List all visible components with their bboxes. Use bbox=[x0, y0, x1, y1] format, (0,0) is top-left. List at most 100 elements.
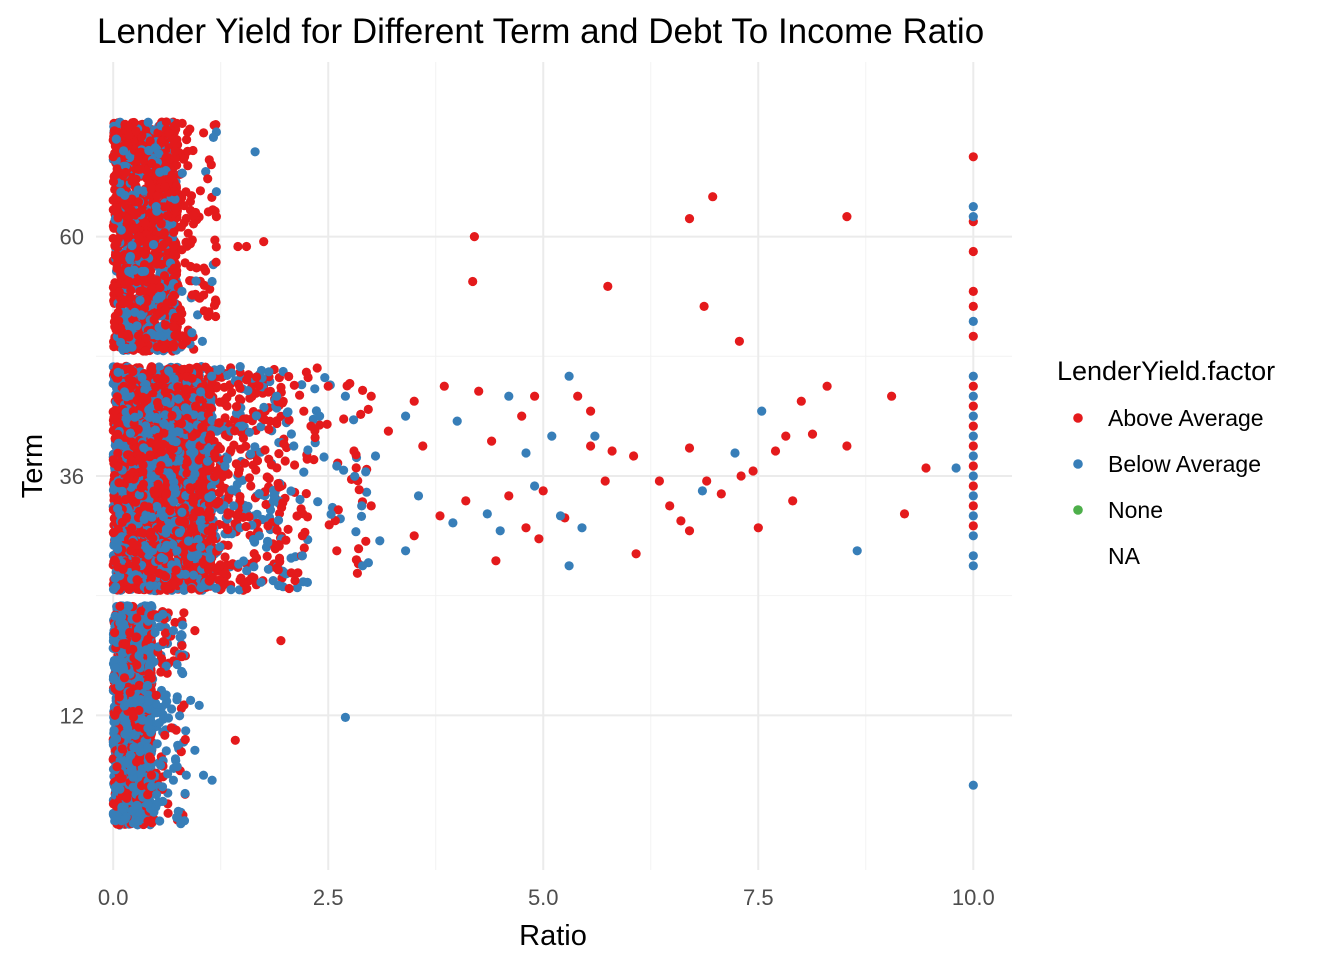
data-point bbox=[401, 412, 410, 421]
data-point bbox=[169, 626, 178, 635]
data-point bbox=[797, 397, 806, 406]
data-point bbox=[534, 534, 543, 543]
data-point bbox=[608, 446, 617, 455]
data-point bbox=[887, 392, 896, 401]
data-point bbox=[371, 451, 380, 460]
data-point bbox=[324, 382, 333, 391]
cluster-term-36-core bbox=[109, 362, 217, 596]
data-point bbox=[332, 546, 341, 555]
data-point bbox=[468, 277, 477, 286]
data-point bbox=[414, 491, 423, 500]
data-point bbox=[229, 501, 238, 510]
data-point bbox=[496, 526, 505, 535]
y-axis-title: Term bbox=[17, 434, 49, 498]
data-point bbox=[969, 781, 978, 790]
data-point bbox=[199, 771, 208, 780]
data-point bbox=[735, 337, 744, 346]
data-point bbox=[251, 147, 260, 156]
data-point bbox=[969, 561, 978, 570]
data-point bbox=[969, 441, 978, 450]
data-point bbox=[698, 486, 707, 495]
data-point bbox=[629, 451, 638, 460]
data-point bbox=[717, 489, 726, 498]
x-tick-label: 10.0 bbox=[952, 885, 995, 910]
data-point bbox=[315, 412, 324, 421]
legend-marker bbox=[1073, 413, 1083, 423]
data-point bbox=[487, 437, 496, 446]
data-point bbox=[238, 422, 247, 431]
data-point bbox=[349, 446, 358, 455]
data-point bbox=[969, 382, 978, 391]
data-point bbox=[823, 382, 832, 391]
data-point bbox=[969, 511, 978, 520]
data-point bbox=[685, 526, 694, 535]
data-point bbox=[272, 392, 281, 401]
data-point bbox=[134, 232, 143, 241]
data-point bbox=[208, 277, 217, 286]
data-point bbox=[255, 531, 264, 540]
data-point bbox=[771, 446, 780, 455]
data-point bbox=[969, 317, 978, 326]
data-point bbox=[375, 536, 384, 545]
data-point bbox=[410, 397, 419, 406]
data-point bbox=[126, 252, 135, 261]
data-point bbox=[208, 776, 217, 785]
data-point bbox=[969, 302, 978, 311]
y-tick-label: 36 bbox=[60, 464, 84, 489]
data-point bbox=[212, 212, 221, 221]
data-point bbox=[220, 461, 229, 470]
data-point bbox=[754, 523, 763, 532]
data-point bbox=[969, 551, 978, 560]
data-point bbox=[586, 407, 595, 416]
legend-marker bbox=[1073, 505, 1083, 515]
x-axis-title: Ratio bbox=[519, 920, 587, 952]
data-point bbox=[842, 212, 851, 221]
data-point bbox=[276, 636, 285, 645]
data-point bbox=[134, 706, 143, 715]
data-point bbox=[590, 432, 599, 441]
data-point bbox=[530, 481, 539, 490]
data-point bbox=[517, 412, 526, 421]
legend-entry-na: NA bbox=[1108, 543, 1141, 569]
data-point bbox=[700, 302, 709, 311]
data-point bbox=[757, 407, 766, 416]
data-point bbox=[332, 461, 341, 470]
data-point bbox=[969, 461, 978, 470]
data-point bbox=[730, 448, 739, 457]
data-point bbox=[969, 491, 978, 500]
data-point bbox=[186, 696, 195, 705]
data-point bbox=[655, 476, 664, 485]
y-tick-label: 60 bbox=[60, 225, 84, 250]
x-tick-label: 7.5 bbox=[743, 885, 774, 910]
data-point bbox=[788, 496, 797, 505]
data-point bbox=[676, 516, 685, 525]
data-point bbox=[160, 182, 169, 191]
data-point bbox=[177, 287, 186, 296]
data-point bbox=[969, 521, 978, 530]
legend-label: Below Average bbox=[1108, 451, 1261, 477]
data-point bbox=[685, 443, 694, 452]
data-point bbox=[969, 422, 978, 431]
data-point bbox=[969, 412, 978, 421]
legend-label: NA bbox=[1108, 543, 1141, 569]
data-point bbox=[504, 392, 513, 401]
data-point bbox=[358, 561, 367, 570]
data-point bbox=[969, 531, 978, 540]
data-point bbox=[969, 471, 978, 480]
data-point bbox=[453, 417, 462, 426]
data-point bbox=[601, 476, 610, 485]
data-point bbox=[737, 471, 746, 480]
x-tick-label: 2.5 bbox=[313, 885, 344, 910]
data-point bbox=[448, 518, 457, 527]
legend-label: Above Average bbox=[1108, 405, 1264, 431]
data-point bbox=[186, 262, 195, 271]
data-point bbox=[341, 392, 350, 401]
data-point bbox=[173, 741, 182, 750]
data-point bbox=[547, 432, 556, 441]
data-point bbox=[281, 456, 290, 465]
chart-title: Lender Yield for Different Term and Debt… bbox=[97, 12, 984, 51]
x-tick-label: 0.0 bbox=[98, 885, 129, 910]
data-point bbox=[259, 237, 268, 246]
data-point bbox=[367, 501, 376, 510]
